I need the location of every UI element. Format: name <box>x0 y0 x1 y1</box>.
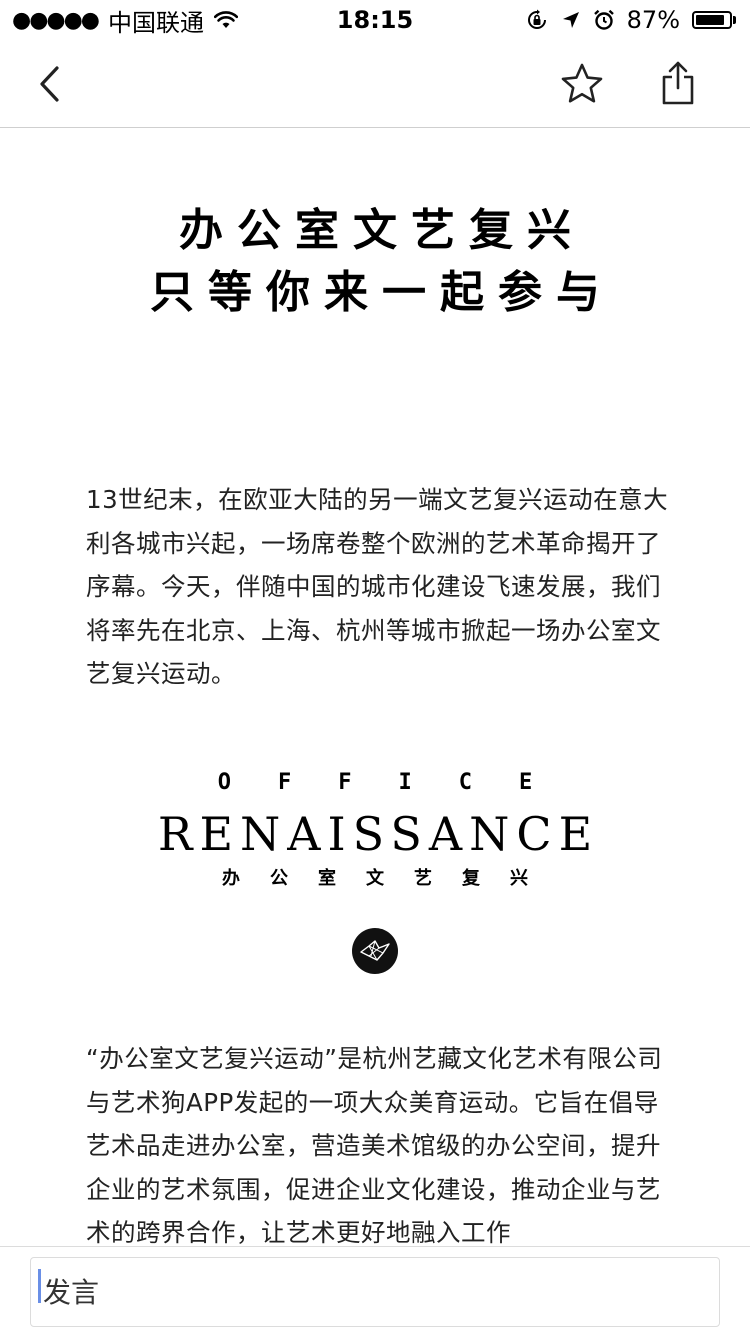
share-icon <box>662 61 694 105</box>
alarm-icon <box>593 9 615 31</box>
headline-line-2: 只等你来一起参与 <box>150 267 614 318</box>
logo-renaissance-text: RENAISSANCE <box>157 807 600 861</box>
comment-input[interactable] <box>30 1257 720 1327</box>
office-renaissance-logo: OFFICE RENAISSANCE 办公室文艺复兴 <box>0 768 750 974</box>
orientation-lock-icon <box>525 8 549 32</box>
status-bar: ●●●●● 中国联通 18:15 <box>0 0 750 40</box>
headline-line-1: 办公室文艺复兴 <box>179 205 585 256</box>
share-button[interactable] <box>652 54 704 112</box>
battery-fill <box>696 15 724 25</box>
battery-tip <box>733 16 736 24</box>
battery-percent: 87% <box>626 6 680 34</box>
favorite-button[interactable] <box>556 56 608 112</box>
chevron-left-icon <box>40 66 59 102</box>
battery-body <box>692 11 732 29</box>
status-left: ●●●●● 中国联通 <box>0 3 238 38</box>
logo-office-text: OFFICE <box>217 770 580 795</box>
description-paragraph: “办公室文艺复兴运动”是杭州艺藏文化艺术有限公司与艺术狗APP发起的一项大众美育… <box>86 1044 663 1246</box>
article-content[interactable]: 办公室文艺复兴 只等你来一起参与 13世纪末，在欧亚大陆的另一端文艺复兴运动在意… <box>0 128 750 1246</box>
nav-bar <box>0 40 750 128</box>
paper-crane-emblem-icon <box>352 928 398 974</box>
logo-chinese-text: 办公室文艺复兴 <box>222 868 558 889</box>
star-icon <box>561 63 603 103</box>
battery-icon <box>692 11 736 29</box>
signal-strength: ●●●●● <box>12 7 100 33</box>
back-button[interactable] <box>24 56 76 112</box>
wifi-icon <box>213 11 238 29</box>
status-right: 87% <box>525 6 750 34</box>
comment-bar <box>0 1246 750 1334</box>
article-headline: 办公室文艺复兴 只等你来一起参与 <box>0 200 750 324</box>
location-icon <box>561 10 581 30</box>
carrier-name: 中国联通 <box>107 8 204 37</box>
intro-paragraph: 13世纪末，在欧亚大陆的另一端文艺复兴运动在意大利各城市兴起，一场席卷整个欧洲的… <box>86 485 669 688</box>
text-cursor <box>38 1269 41 1303</box>
